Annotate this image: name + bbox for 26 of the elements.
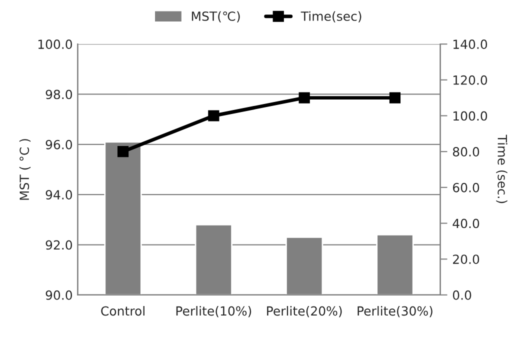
point [208, 110, 220, 122]
y-tick-label: 96.0 [46, 140, 72, 150]
y2-tick-label: 20.0 [453, 254, 480, 264]
y-tick-label: 90.0 [46, 290, 72, 300]
y2-axis-title: Time (sec.) [496, 134, 508, 204]
y-tick-label: 92.0 [46, 240, 72, 250]
y2-tick-label: 0.0 [452, 290, 472, 300]
point [117, 146, 129, 158]
y-tick-label: 98.0 [46, 90, 72, 100]
legend-label: Time(sec) [300, 11, 362, 22]
y2-tick-label: 40.0 [452, 218, 480, 228]
x-tick-label: Perlite(20%) [267, 306, 342, 318]
y-axis-title: MST ( °C ) [19, 139, 31, 200]
point [389, 92, 401, 104]
y2-tick-label: 140.0 [453, 40, 488, 49]
x-tick-label: Perlite(30%) [358, 306, 432, 318]
y-tick-label: 94.0 [46, 190, 72, 200]
point [298, 92, 310, 104]
legend-label: MST(℃) [192, 11, 240, 22]
y2-tick-label: 80.0 [452, 147, 480, 157]
y2-tick-label: 60.0 [452, 182, 480, 192]
x-tick-label: Control [101, 306, 144, 316]
y2-tick-label: 100.0 [453, 111, 488, 121]
y-tick-label: 100.0 [38, 40, 72, 49]
y2-tick-label: 120.0 [453, 75, 488, 85]
x-tick-label: Perlite(10%) [176, 306, 252, 318]
